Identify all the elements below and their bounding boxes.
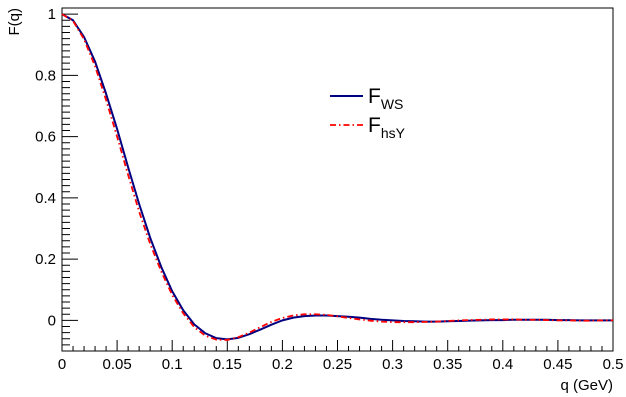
x-tick-label: 0.05 <box>102 356 131 373</box>
series-line-hsy <box>61 13 613 341</box>
y-axis-label: F(q) <box>6 8 23 36</box>
series-line-ws <box>61 13 613 341</box>
x-tick-label: 0.1 <box>162 356 183 373</box>
x-tick-label: 0.5 <box>603 356 624 373</box>
legend-label-hsy: FhsY <box>368 114 406 141</box>
plot-frame <box>61 7 614 352</box>
x-tick-label: 0.4 <box>492 356 513 373</box>
x-axis-label: q (GeV) <box>560 377 613 394</box>
x-tick-label: 0.35 <box>433 356 462 373</box>
x-tick-label: 0.25 <box>323 356 352 373</box>
x-tick-label: 0.45 <box>543 356 572 373</box>
y-tick-label: 0.6 <box>35 129 56 146</box>
x-tick-label: 0.2 <box>272 356 293 373</box>
y-tick-label: 0.8 <box>35 67 56 84</box>
y-tick-label: 1 <box>48 6 56 23</box>
legend-label-ws: FWS <box>368 85 403 112</box>
y-tick-label: 0 <box>48 312 56 329</box>
x-tick-label: 0 <box>58 356 66 373</box>
y-tick-label: 0.2 <box>35 251 56 268</box>
x-tick-label: 0.15 <box>213 356 242 373</box>
x-tick-label: 0.3 <box>382 356 403 373</box>
y-tick-label: 0.4 <box>35 190 56 207</box>
